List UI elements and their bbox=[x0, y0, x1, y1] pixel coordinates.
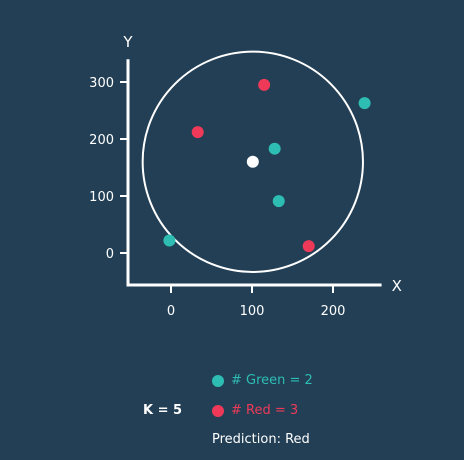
neighborhood-circle bbox=[141, 50, 364, 273]
x-tick-label: 100 bbox=[240, 304, 265, 319]
knn-scatter-plot: X Y 0 100 200 0 100 200 300 bbox=[89, 33, 402, 319]
y-tick-label: 300 bbox=[89, 76, 114, 91]
query-point bbox=[246, 155, 259, 168]
k-value-label: K = 5 bbox=[143, 403, 183, 418]
red-point bbox=[258, 78, 271, 91]
legend-red: # Red = 3 bbox=[212, 403, 298, 418]
green-dot-icon bbox=[212, 374, 224, 387]
red-count-label: # Red = 3 bbox=[231, 403, 299, 418]
red-point bbox=[191, 126, 204, 139]
green-point bbox=[268, 142, 281, 155]
legend-green: # Green = 2 bbox=[212, 373, 313, 388]
red-point bbox=[302, 240, 315, 253]
green-count-label: # Green = 2 bbox=[231, 373, 313, 388]
green-point bbox=[272, 195, 285, 208]
y-tick-label: 200 bbox=[89, 133, 114, 148]
prediction-label: Prediction: Red bbox=[212, 432, 310, 447]
y-tick-label: 100 bbox=[89, 190, 114, 205]
y-tick-label: 0 bbox=[106, 247, 114, 262]
x-tick-label: 200 bbox=[321, 304, 346, 319]
green-point bbox=[163, 234, 176, 247]
x-axis-label: X bbox=[392, 277, 402, 295]
x-tick-label: 0 bbox=[167, 304, 175, 319]
y-axis-label: Y bbox=[122, 33, 133, 51]
green-point bbox=[358, 97, 371, 110]
red-dot-icon bbox=[212, 404, 224, 417]
